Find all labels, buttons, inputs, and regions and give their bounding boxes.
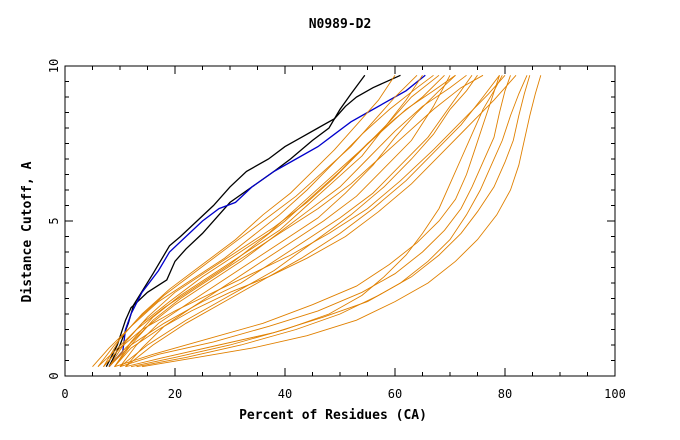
y-axis-label: Distance Cutoff, A bbox=[20, 161, 35, 302]
series-line-model-l bbox=[125, 75, 500, 368]
series-line-model-j bbox=[108, 74, 440, 367]
series-line-black-1 bbox=[105, 74, 366, 367]
series-line-model-n bbox=[125, 75, 528, 368]
series-line-model-v bbox=[125, 75, 451, 367]
chart-title: N0989-D2 bbox=[309, 17, 372, 32]
series-line-model-q bbox=[119, 75, 511, 368]
series-line-model-u bbox=[108, 75, 473, 368]
series-line-model-p bbox=[141, 75, 542, 368]
y-tick-label: 5 bbox=[47, 217, 61, 224]
series-line-model-o bbox=[136, 75, 531, 368]
y-tick-label: 10 bbox=[47, 59, 61, 73]
series-line-model-a bbox=[97, 74, 445, 368]
x-tick-label: 20 bbox=[168, 387, 182, 401]
ticks-layer: 0 20 40 60 80 100 0 5 10 bbox=[47, 59, 626, 401]
series-line-blue bbox=[108, 74, 426, 368]
x-tick-label: 0 bbox=[61, 387, 68, 401]
series-line-model-k bbox=[119, 74, 456, 367]
series-line-model-d bbox=[108, 74, 467, 367]
x-tick-label: 80 bbox=[498, 387, 512, 401]
series-line-model-s bbox=[103, 75, 396, 367]
x-tick-label: 40 bbox=[278, 387, 292, 401]
series-line-model-t bbox=[114, 75, 423, 367]
series-line-black-2 bbox=[108, 74, 401, 367]
series-line-model-m bbox=[130, 75, 503, 368]
series-line-model-h bbox=[119, 75, 478, 368]
series-line-model-b bbox=[92, 74, 434, 367]
x-tick-label: 100 bbox=[604, 387, 626, 401]
x-axis-label: Percent of Residues (CA) bbox=[239, 408, 427, 423]
series-line-model-r bbox=[114, 75, 500, 368]
series-layer bbox=[92, 74, 542, 368]
x-tick-label: 60 bbox=[388, 387, 402, 401]
y-tick-label: 0 bbox=[47, 372, 61, 379]
series-line-model-i bbox=[97, 74, 418, 367]
